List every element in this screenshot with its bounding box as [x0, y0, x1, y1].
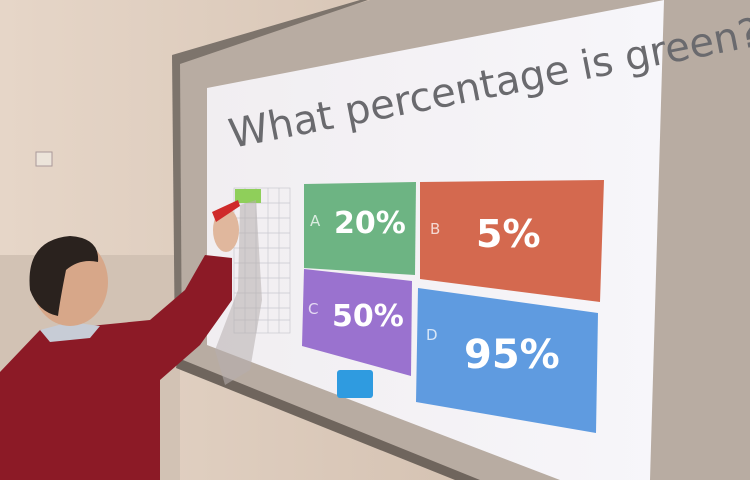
arm-shadow [215, 200, 262, 385]
answer-c-letter: C [308, 300, 318, 318]
marker [212, 200, 240, 222]
board-tray [176, 358, 480, 480]
board-eraser [337, 370, 373, 398]
answer-d[interactable]: D 95% [416, 288, 598, 433]
answer-c[interactable]: C 50% [302, 269, 412, 376]
grid-green-cells [235, 189, 261, 203]
board-frame-top [172, 0, 368, 64]
answer-b-value: 5% [476, 212, 541, 256]
answer-a-letter: A [310, 212, 321, 230]
light-switch [35, 151, 53, 167]
answer-b-letter: B [430, 220, 440, 238]
answer-b[interactable]: B 5% [420, 180, 604, 302]
student [0, 200, 240, 480]
answer-c-value: 50% [332, 299, 404, 334]
answer-d-value: 95% [464, 332, 560, 378]
answer-d-letter: D [426, 326, 438, 344]
answer-a[interactable]: A 20% [304, 182, 416, 275]
answer-a-value: 20% [334, 206, 406, 241]
board-frame-left [172, 55, 182, 365]
